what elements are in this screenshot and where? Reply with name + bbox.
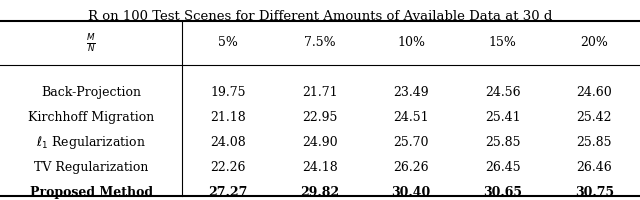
Text: 15%: 15% <box>489 36 516 49</box>
Text: $\frac{M}{N}$: $\frac{M}{N}$ <box>86 32 96 54</box>
Text: 20%: 20% <box>580 36 608 49</box>
Text: 24.90: 24.90 <box>302 136 337 149</box>
Text: 7.5%: 7.5% <box>304 36 335 49</box>
Text: 24.08: 24.08 <box>211 136 246 149</box>
Text: 24.51: 24.51 <box>394 111 429 124</box>
Text: $\ell_1$ Regularization: $\ell_1$ Regularization <box>36 134 146 151</box>
Text: 25.85: 25.85 <box>577 136 612 149</box>
Text: 30.75: 30.75 <box>575 186 614 199</box>
Text: 24.18: 24.18 <box>302 161 337 174</box>
Text: 24.56: 24.56 <box>485 86 520 99</box>
Text: TV Regularization: TV Regularization <box>34 161 148 174</box>
Text: 26.26: 26.26 <box>394 161 429 174</box>
Text: 19.75: 19.75 <box>211 86 246 99</box>
Text: 25.41: 25.41 <box>485 111 520 124</box>
Text: 26.46: 26.46 <box>577 161 612 174</box>
Text: Proposed Method: Proposed Method <box>29 186 153 199</box>
Text: Back-Projection: Back-Projection <box>41 86 141 99</box>
Text: 25.85: 25.85 <box>485 136 520 149</box>
Text: 22.95: 22.95 <box>302 111 337 124</box>
Text: 22.26: 22.26 <box>211 161 246 174</box>
Text: 25.42: 25.42 <box>577 111 612 124</box>
Text: 10%: 10% <box>397 36 425 49</box>
Text: R on 100 Test Scenes for Different Amounts of Available Data at 30 d: R on 100 Test Scenes for Different Amoun… <box>88 10 552 23</box>
Text: 25.70: 25.70 <box>394 136 429 149</box>
Text: 29.82: 29.82 <box>300 186 339 199</box>
Text: 30.40: 30.40 <box>392 186 431 199</box>
Text: 24.60: 24.60 <box>577 86 612 99</box>
Text: 21.18: 21.18 <box>211 111 246 124</box>
Text: 30.65: 30.65 <box>483 186 522 199</box>
Text: Kirchhoff Migration: Kirchhoff Migration <box>28 111 154 124</box>
Text: 5%: 5% <box>218 36 238 49</box>
Text: 26.45: 26.45 <box>485 161 520 174</box>
Text: 21.71: 21.71 <box>302 86 337 99</box>
Text: 27.27: 27.27 <box>209 186 248 199</box>
Text: 23.49: 23.49 <box>394 86 429 99</box>
